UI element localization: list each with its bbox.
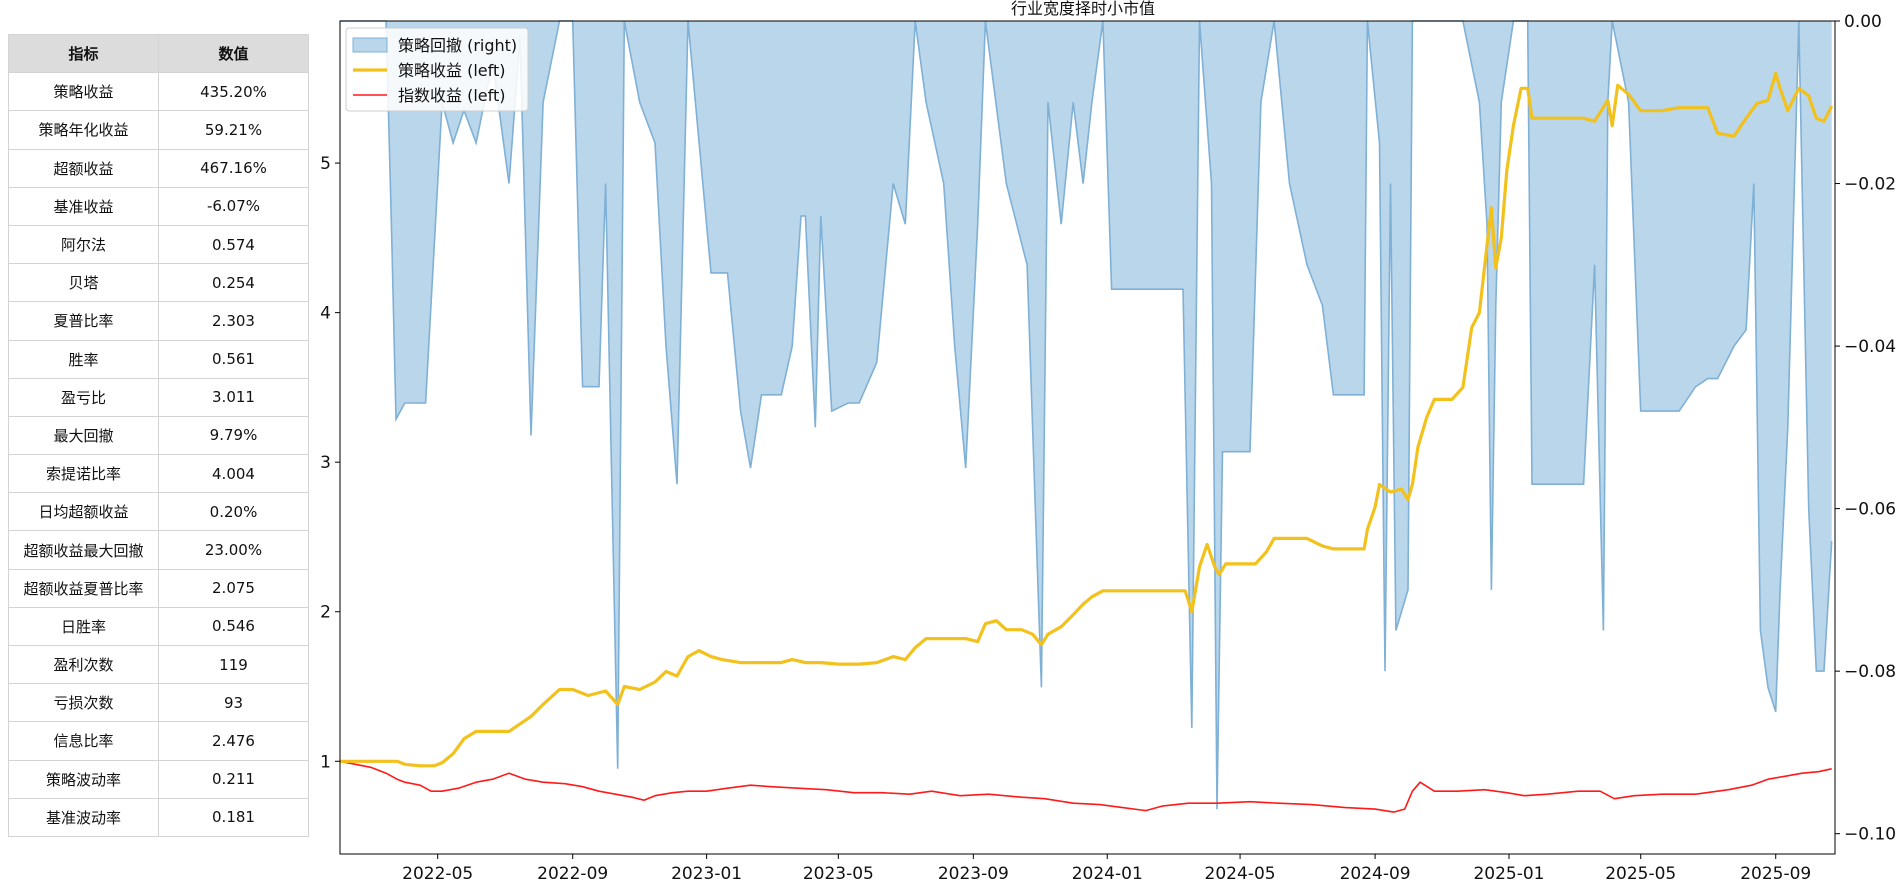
metric-value: 0.574 [158,224,309,265]
metric-value: 0.254 [158,263,309,303]
metric-value: 2.075 [158,568,309,608]
drawdown-layer [340,20,1833,810]
metric-name: 策略收益 [8,72,159,112]
index-return-line [339,760,1832,813]
table-row: 阿尔法 0.574 [8,224,309,265]
y-right-tick-label: 0.00 [1844,12,1882,32]
table-row: 策略年化收益 59.21% [8,110,309,150]
table-row: 信息比率 2.476 [8,721,309,761]
table-row: 策略收益 435.20% [8,72,309,112]
y-left-tick-label: 5 [320,154,331,174]
metric-value: 0.181 [158,797,309,837]
x-tick-label: 2022-09 [537,864,608,884]
metric-name: 基准收益 [8,186,159,226]
metric-value: 4.004 [158,454,309,494]
drawdown-area [340,21,1832,810]
table-header-row: 指标 数值 [8,33,309,74]
metrics-table: 指标 数值 策略收益 435.20% 策略年化收益 59.21% 超额收益 467.16%… [8,33,309,837]
table-row: 基准收益 -6.07% [8,186,309,226]
drawdown-line [340,20,1833,810]
x-tick-label: 2023-01 [671,864,742,884]
metric-value: 3.011 [158,377,309,417]
x-tick-label: 2025-09 [1740,864,1811,884]
plot-frame [339,20,1836,855]
table-row: 夏普比率 2.303 [8,301,309,341]
metric-name: 阿尔法 [8,224,159,265]
legend: 策略回撤 (right) 策略收益 (left) 指数收益 (left) [345,27,529,112]
x-tick-label: 2025-01 [1473,864,1544,884]
legend-label: 策略回撤 (right) [398,36,517,55]
table-row: 索提诺比率 4.004 [8,454,309,494]
metric-value: 2.303 [158,301,309,341]
metric-value: 467.16% [158,148,309,188]
table-row: 贝塔 0.254 [8,263,309,303]
table-row: 日均超额收益 0.20% [8,492,309,532]
y-right-tick-label: −0.06 [1844,500,1896,520]
table-row: 基准波动率 0.181 [8,797,309,837]
x-tick-label: 2022-05 [402,864,473,884]
x-tick-label: 2025-05 [1605,864,1676,884]
metric-name: 盈亏比 [8,377,159,417]
lines-layer [339,71,1834,813]
metric-value: 23.00% [158,530,309,570]
x-tick-label: 2024-09 [1340,864,1411,884]
table-row: 盈亏比 3.011 [8,377,309,417]
x-tick-label: 2024-05 [1205,864,1276,884]
legend-label: 策略收益 (left) [398,61,506,80]
metric-name: 策略波动率 [8,759,159,799]
x-tick-label: 2023-05 [803,864,874,884]
table-row: 胜率 0.561 [8,339,309,379]
metric-value: 435.20% [158,72,309,112]
axes-layer: 1 2 3 4 5 0.00 −0.02 −0.04 −0.06 −0.08 −0.10 2022-0… [320,12,1896,884]
table-row: 日胜率 0.546 [8,606,309,647]
table-row: 策略波动率 0.211 [8,759,309,799]
y-left-tick-label: 1 [320,752,331,772]
y-right-tick-label: −0.04 [1844,337,1896,357]
metric-name: 夏普比率 [8,301,159,341]
metrics-body: 策略收益 435.20% 策略年化收益 59.21% 超额收益 467.16% 基准收益 -6… [8,72,309,837]
metric-value: 0.20% [158,492,309,532]
table-row: 超额收益夏普比率 2.075 [8,568,309,608]
y-right-tick-label: −0.02 [1844,175,1896,195]
x-tick-label: 2023-09 [938,864,1009,884]
legend-label: 指数收益 (left) [398,86,506,105]
table-row: 超额收益最大回撤 23.00% [8,530,309,570]
y-right-tick-label: −0.10 [1844,825,1896,845]
legend-swatch-drawdown [352,37,388,53]
header-metric: 指标 [8,33,159,74]
y-right-tick-label: −0.08 [1844,662,1896,682]
legend-box [345,27,529,112]
table-row: 最大回撤 9.79% [8,415,309,456]
x-tick-label: 2024-01 [1072,864,1143,884]
metric-value: 59.21% [158,110,309,150]
metric-name: 日均超额收益 [8,492,159,532]
metric-name: 亏损次数 [8,683,159,723]
table-row: 超额收益 467.16% [8,148,309,188]
y-left-tick-label: 2 [320,603,331,623]
metric-value: 2.476 [158,721,309,761]
header-value: 数值 [158,33,309,74]
metric-name: 超额收益 [8,148,159,188]
strategy-return-line [340,71,1834,768]
metric-value: -6.07% [158,186,309,226]
y-left-tick-label: 3 [320,453,331,473]
metric-name: 超额收益最大回撤 [8,530,159,570]
metric-name: 信息比率 [8,721,159,761]
metric-name: 贝塔 [8,263,159,303]
metric-value: 0.546 [158,606,309,647]
y-left-tick-label: 4 [320,304,331,324]
metric-name: 超额收益夏普比率 [8,568,159,608]
metric-name: 基准波动率 [8,797,159,837]
chart-title: 行业宽度择时小市值 [1011,0,1155,18]
